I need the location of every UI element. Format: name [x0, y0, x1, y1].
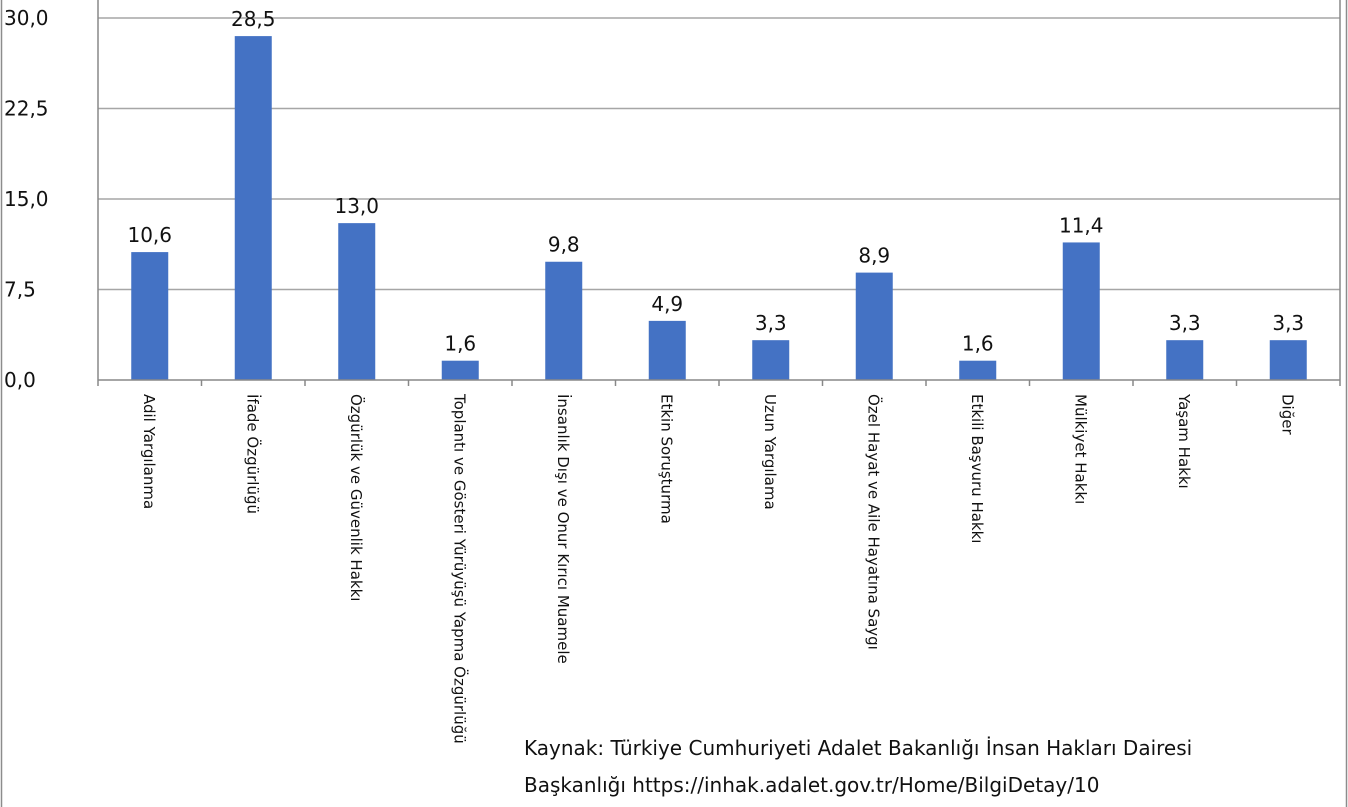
bar	[855, 272, 893, 380]
data-label: 1,6	[444, 332, 476, 356]
source-line-1: Kaynak: Türkiye Cumhuriyeti Adalet Bakan…	[524, 736, 1193, 760]
x-tick-label: İfade Özgürlüğü	[243, 394, 262, 514]
data-label: 3,3	[755, 311, 787, 335]
bars	[131, 36, 1307, 380]
y-axis-ticks: 0,0 7,5 15,0 22,5 30,0	[4, 6, 49, 392]
bar	[959, 360, 997, 380]
data-label: 11,4	[1059, 213, 1104, 237]
x-tick-label: Uzun Yargılama	[761, 394, 779, 510]
y-tick-label: 30,0	[4, 6, 49, 30]
bar	[441, 360, 479, 380]
x-tick-label: İnsanlık Dışı ve Onur Kırıcı Muamele	[554, 394, 573, 664]
value-labels: 10,6 28,5 13,0 1,6 9,8 4,9 3,3 8,9 1,6 11,4 3,3 3,3	[127, 7, 1304, 356]
data-label: 3,3	[1272, 311, 1304, 335]
bar	[338, 223, 376, 380]
x-tick-label: Mülkiyet Hakkı	[1071, 394, 1089, 504]
x-tick-label: Özgürlük ve Güvenlik Hakkı	[347, 394, 366, 601]
x-tick-label: Diğer	[1278, 394, 1296, 435]
bar	[1062, 242, 1100, 380]
data-label: 28,5	[231, 7, 276, 31]
bar	[648, 320, 686, 380]
bar	[1269, 340, 1307, 380]
y-tick-label: 0,0	[4, 368, 36, 392]
x-tick-label: Toplantı ve Gösteri Yürüyüşü Yapma Özgür…	[450, 393, 469, 744]
bar	[545, 261, 583, 380]
data-label: 1,6	[962, 332, 994, 356]
data-label: 9,8	[548, 233, 580, 257]
source-note: Kaynak: Türkiye Cumhuriyeti Adalet Bakan…	[524, 730, 1328, 804]
x-tick-label: Yaşam Hakkı	[1175, 393, 1193, 489]
bar	[234, 36, 272, 380]
bar	[131, 252, 169, 380]
x-tick-label: Özel Hayat ve Aile Hayatına Saygı	[864, 394, 883, 650]
x-tick-label: Adil Yargılanma	[140, 394, 158, 509]
category-labels: Adil Yargılanma İfade Özgürlüğü Özgürlük v…	[140, 393, 1297, 744]
data-label: 3,3	[1169, 311, 1201, 335]
gridlines	[98, 17, 1340, 291]
data-label: 4,9	[651, 292, 683, 316]
x-tick-label: Etkin Soruşturma	[657, 394, 675, 524]
source-line-2: Başkanlığı https://inhak.adalet.gov.tr/H…	[524, 773, 1100, 797]
data-label: 10,6	[127, 223, 172, 247]
bar	[1166, 340, 1204, 380]
bar	[752, 340, 790, 380]
x-axis	[97, 0, 1341, 386]
x-tick-label: Etkili Başvuru Hakkı	[968, 394, 986, 543]
y-tick-label: 7,5	[4, 278, 36, 302]
data-label: 8,9	[858, 244, 890, 268]
data-label: 13,0	[334, 194, 379, 218]
y-tick-label: 15,0	[4, 187, 49, 211]
y-tick-label: 22,5	[4, 97, 49, 121]
